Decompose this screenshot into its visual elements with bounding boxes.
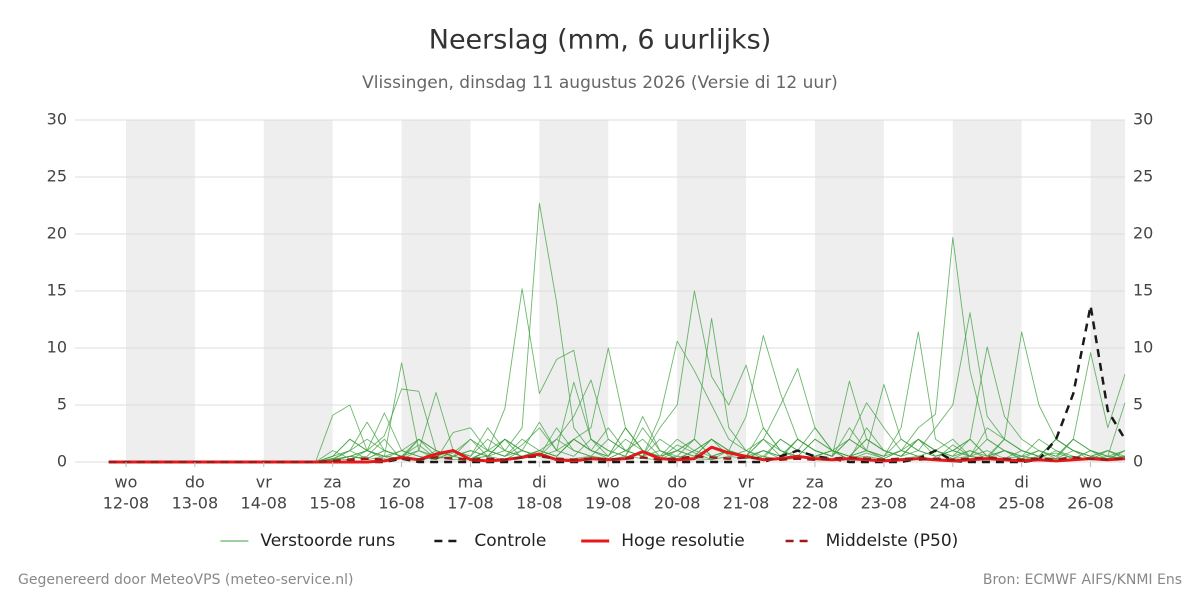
x-tick-label: 20-08 <box>654 494 701 513</box>
x-tick-label: 13-08 <box>172 494 219 513</box>
x-tick-weekday: wo <box>597 473 620 492</box>
y-tick-label: 30 <box>47 110 67 129</box>
x-tick-weekday: zo <box>875 473 893 492</box>
x-tick-label: 15-08 <box>309 494 356 513</box>
x-tick-weekday: vr <box>256 473 272 492</box>
x-tick-weekday: wo <box>1079 473 1102 492</box>
y-tick-label: 20 <box>47 224 67 243</box>
x-tick-weekday: ma <box>458 473 483 492</box>
y2-tick-label: 10 <box>1133 338 1153 357</box>
x-tick-label: 21-08 <box>723 494 770 513</box>
footer-credit: Gegenereerd door MeteoVPS (meteo-service… <box>18 572 353 588</box>
plot-area <box>75 119 1127 464</box>
y-tick-label: 5 <box>57 395 67 414</box>
series-line <box>108 455 1126 464</box>
x-tick-label: 22-08 <box>792 494 839 513</box>
y-tick-label: 10 <box>47 338 67 357</box>
x-tick-label: 19-08 <box>585 494 632 513</box>
x-tick-weekday: do <box>185 473 205 492</box>
x-tick-weekday: wo <box>115 473 138 492</box>
y-tick-label: 0 <box>57 452 67 471</box>
y2-tick-label: 5 <box>1133 395 1143 414</box>
x-tick-weekday: di <box>1014 473 1029 492</box>
legend-label: Verstoorde runs <box>260 531 395 551</box>
y-tick-label: 15 <box>47 281 67 300</box>
x-tick-label: 24-08 <box>930 494 977 513</box>
legend-label: Controle <box>474 531 546 551</box>
y2-tick-label: 15 <box>1133 281 1153 300</box>
y2-tick-label: 25 <box>1133 167 1153 186</box>
legend-label: Middelste (P50) <box>826 531 959 551</box>
legend-label: Hoge resolutie <box>621 531 745 551</box>
chart-title: Neerslag (mm, 6 uurlijks) <box>429 25 771 56</box>
x-tick-weekday: vr <box>738 473 754 492</box>
x-tick-weekday: ma <box>940 473 965 492</box>
y2-tick-label: 0 <box>1133 452 1143 471</box>
x-tick-weekday: za <box>324 473 342 492</box>
x-tick-label: 26-08 <box>1067 494 1114 513</box>
chart-subtitle: Vlissingen, dinsdag 11 augustus 2026 (Ve… <box>362 73 838 93</box>
x-tick-weekday: zo <box>392 473 410 492</box>
x-tick-weekday: za <box>806 473 824 492</box>
y2-tick-label: 30 <box>1133 110 1153 129</box>
x-tick-weekday: do <box>667 473 687 492</box>
y-tick-label: 25 <box>47 167 67 186</box>
footer-source: Bron: ECMWF AIFS/KNMI Ens <box>983 572 1182 588</box>
x-tick-label: 12-08 <box>103 494 150 513</box>
x-tick-label: 25-08 <box>998 494 1045 513</box>
x-tick-label: 18-08 <box>516 494 563 513</box>
x-tick-label: 14-08 <box>241 494 288 513</box>
x-tick-label: 23-08 <box>861 494 908 513</box>
x-tick-label: 17-08 <box>447 494 494 513</box>
x-tick-label: 16-08 <box>378 494 425 513</box>
y2-tick-label: 20 <box>1133 224 1153 243</box>
x-tick-weekday: di <box>532 473 547 492</box>
